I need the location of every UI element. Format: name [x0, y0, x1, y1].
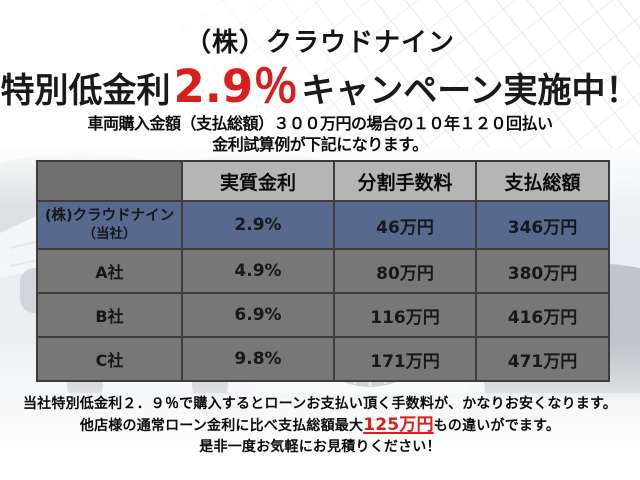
total-cell: 416万円	[477, 294, 608, 336]
rate-cell: 9.8%	[183, 338, 333, 380]
footer-note: 当社特別低金利２．９％で購入するとローンお支払い頂く手数料が、かなりお安くなりま…	[0, 394, 640, 458]
fee-cell: 171万円	[335, 338, 475, 380]
rate-comparison-table: 実質金利 分割手数料 支払総額 (株)クラウドナイン （当社） 2.9% 46万…	[36, 160, 610, 382]
footer-line-2-prefix: 他店様の通常ローン金利に比べ支払総額最大	[79, 418, 364, 434]
campaign-suffix: キャンペーン実施中！	[301, 71, 640, 111]
fee-cell: 116万円	[335, 294, 475, 336]
footer-line-1: 当社特別低金利２．９％で購入するとローンお支払い頂く手数料が、かなりお安くなりま…	[22, 396, 618, 412]
row-label-company-b: B社	[38, 294, 181, 336]
footer-line-2-suffix: もの違いがでます。	[433, 418, 561, 434]
rate-cell: 6.9%	[183, 294, 333, 336]
total-cell: 346万円	[477, 202, 608, 248]
campaign-headline: 特別低金利 2.9％ キャンペーン実施中！	[0, 50, 640, 115]
row-label-company-a: A社	[38, 250, 181, 292]
campaign-rate: 2.9％	[173, 60, 299, 113]
header-cell-rate: 実質金利	[183, 162, 333, 200]
header-cell-total: 支払総額	[477, 162, 608, 200]
row-label-note: （当社）	[82, 225, 137, 242]
footer-line-3: 是非一度お気軽にお見積りください！	[199, 439, 441, 455]
company-name: （株）クラウドナイン	[184, 28, 455, 58]
rate-cell: 2.9%	[183, 202, 333, 248]
fee-cell: 80万円	[335, 250, 475, 292]
footer-line-2: 他店様の通常ローン金利に比べ支払総額最大125万円もの違いがでます。	[0, 415, 640, 437]
rate-cell: 4.9%	[183, 250, 333, 292]
header-cell-fee: 分割手数料	[335, 162, 475, 200]
total-cell: 471万円	[477, 338, 608, 380]
subtitle-line-1: 車両購入金額（支払総額）３００万円の場合の１０年１２０回払い	[87, 114, 553, 133]
total-cell: 380万円	[477, 250, 608, 292]
fee-cell: 46万円	[335, 202, 475, 248]
header-cell-empty	[38, 162, 181, 200]
row-label-company-c: C社	[38, 338, 181, 380]
subtitle-line-2: 金利試算例が下記になります。	[212, 135, 428, 154]
campaign-prefix: 特別低金利	[0, 71, 171, 111]
savings-amount-highlight: 125万円	[363, 415, 434, 435]
loan-example-subtitle: 車両購入金額（支払総額）３００万円の場合の１０年１２０回払い 金利試算例が下記に…	[0, 113, 640, 155]
row-label-cloudnine: (株)クラウドナイン （当社）	[38, 202, 181, 248]
row-label-main: (株)クラウドナイン	[44, 208, 175, 225]
diagonal-grid-pattern	[80, 0, 640, 170]
